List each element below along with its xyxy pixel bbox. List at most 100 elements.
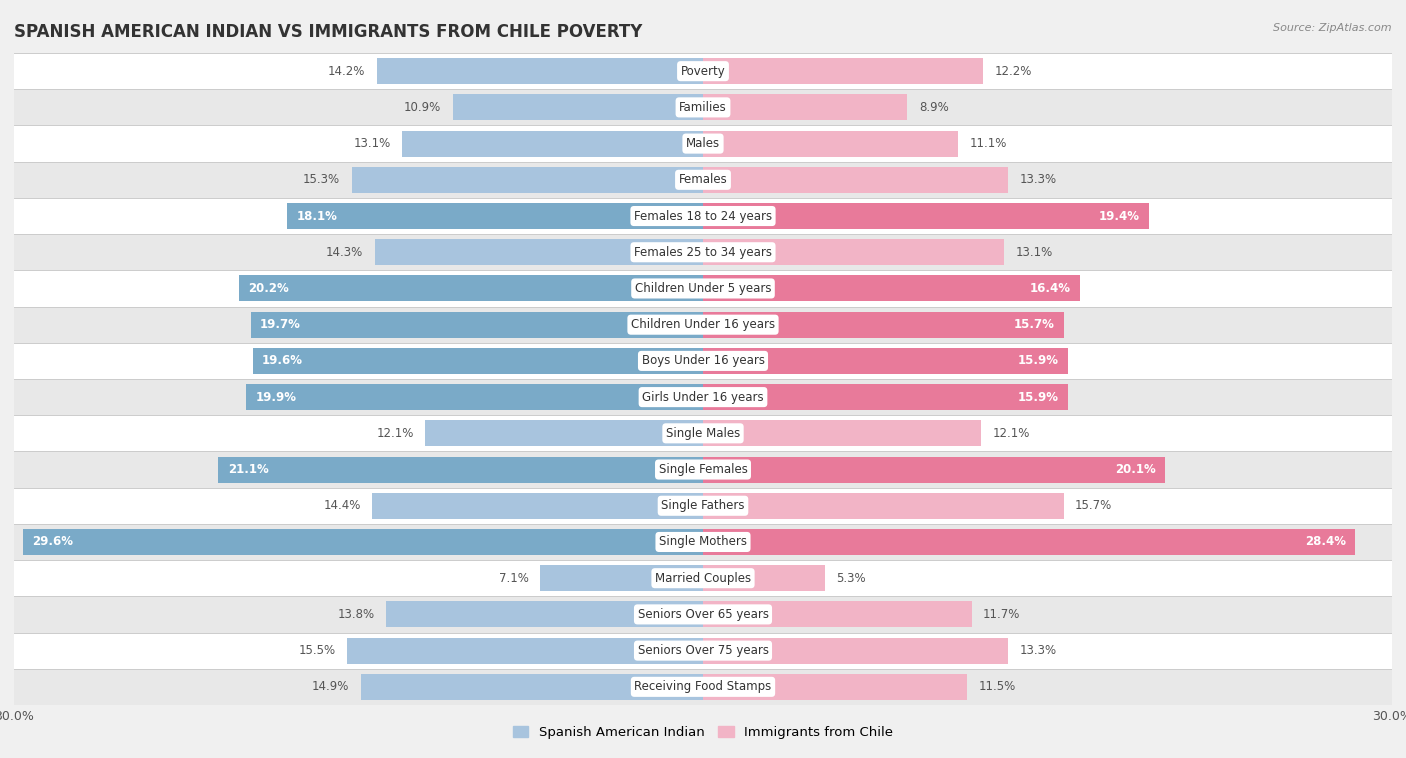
Bar bbox=[14, 126, 1392, 161]
Bar bbox=[14, 234, 1392, 271]
Text: Single Males: Single Males bbox=[666, 427, 740, 440]
Text: 20.1%: 20.1% bbox=[1115, 463, 1156, 476]
Bar bbox=[703, 348, 1069, 374]
Text: 5.3%: 5.3% bbox=[837, 572, 866, 584]
Text: 13.3%: 13.3% bbox=[1019, 644, 1057, 657]
Text: 15.9%: 15.9% bbox=[1018, 355, 1059, 368]
Bar bbox=[250, 312, 703, 338]
Text: 13.8%: 13.8% bbox=[337, 608, 374, 621]
Text: 12.2%: 12.2% bbox=[994, 64, 1032, 77]
Text: 19.7%: 19.7% bbox=[260, 318, 301, 331]
Text: Single Mothers: Single Mothers bbox=[659, 535, 747, 549]
Bar bbox=[14, 379, 1392, 415]
Text: 14.3%: 14.3% bbox=[326, 246, 363, 258]
Text: 28.4%: 28.4% bbox=[1305, 535, 1346, 549]
Bar bbox=[246, 384, 703, 410]
Text: Children Under 16 years: Children Under 16 years bbox=[631, 318, 775, 331]
Bar bbox=[14, 198, 1392, 234]
Bar bbox=[703, 420, 981, 446]
Bar bbox=[14, 415, 1392, 452]
Text: 12.1%: 12.1% bbox=[377, 427, 413, 440]
Bar bbox=[374, 240, 703, 265]
Text: 8.9%: 8.9% bbox=[920, 101, 949, 114]
Text: 15.5%: 15.5% bbox=[298, 644, 336, 657]
Bar bbox=[14, 669, 1392, 705]
Text: Source: ZipAtlas.com: Source: ZipAtlas.com bbox=[1274, 23, 1392, 33]
Text: 11.5%: 11.5% bbox=[979, 681, 1015, 694]
Text: 21.1%: 21.1% bbox=[228, 463, 269, 476]
Text: 11.7%: 11.7% bbox=[983, 608, 1021, 621]
Text: 13.1%: 13.1% bbox=[353, 137, 391, 150]
Bar bbox=[387, 601, 703, 628]
Bar bbox=[24, 529, 703, 555]
Text: Girls Under 16 years: Girls Under 16 years bbox=[643, 390, 763, 403]
Bar bbox=[373, 493, 703, 518]
Bar bbox=[14, 271, 1392, 306]
Bar bbox=[703, 565, 825, 591]
Text: 15.3%: 15.3% bbox=[304, 174, 340, 186]
Bar bbox=[703, 275, 1080, 302]
Bar bbox=[14, 89, 1392, 126]
Bar bbox=[14, 161, 1392, 198]
Text: Single Fathers: Single Fathers bbox=[661, 500, 745, 512]
Bar bbox=[14, 560, 1392, 597]
Bar bbox=[14, 343, 1392, 379]
Bar bbox=[14, 452, 1392, 487]
Text: 29.6%: 29.6% bbox=[32, 535, 73, 549]
Text: 14.9%: 14.9% bbox=[312, 681, 349, 694]
Bar bbox=[253, 348, 703, 374]
Text: 13.3%: 13.3% bbox=[1019, 174, 1057, 186]
Text: 18.1%: 18.1% bbox=[297, 209, 337, 223]
Bar bbox=[352, 167, 703, 193]
Bar bbox=[14, 632, 1392, 669]
Text: Females 25 to 34 years: Females 25 to 34 years bbox=[634, 246, 772, 258]
Bar bbox=[14, 597, 1392, 632]
Bar bbox=[14, 487, 1392, 524]
Bar bbox=[703, 456, 1164, 483]
Bar bbox=[14, 524, 1392, 560]
Text: Families: Families bbox=[679, 101, 727, 114]
Text: Receiving Food Stamps: Receiving Food Stamps bbox=[634, 681, 772, 694]
Text: Seniors Over 65 years: Seniors Over 65 years bbox=[637, 608, 769, 621]
Bar bbox=[703, 637, 1008, 664]
Bar bbox=[703, 529, 1355, 555]
Text: Seniors Over 75 years: Seniors Over 75 years bbox=[637, 644, 769, 657]
Text: 15.7%: 15.7% bbox=[1014, 318, 1054, 331]
Bar bbox=[703, 203, 1149, 229]
Text: Males: Males bbox=[686, 137, 720, 150]
Text: 19.6%: 19.6% bbox=[262, 355, 304, 368]
Legend: Spanish American Indian, Immigrants from Chile: Spanish American Indian, Immigrants from… bbox=[508, 720, 898, 744]
Bar bbox=[703, 674, 967, 700]
Text: 16.4%: 16.4% bbox=[1029, 282, 1070, 295]
Bar bbox=[703, 167, 1008, 193]
Bar bbox=[361, 674, 703, 700]
Text: Married Couples: Married Couples bbox=[655, 572, 751, 584]
Bar bbox=[540, 565, 703, 591]
Text: 19.9%: 19.9% bbox=[256, 390, 297, 403]
Bar bbox=[703, 58, 983, 84]
Text: Females: Females bbox=[679, 174, 727, 186]
Text: 7.1%: 7.1% bbox=[499, 572, 529, 584]
Text: Females 18 to 24 years: Females 18 to 24 years bbox=[634, 209, 772, 223]
Bar bbox=[703, 493, 1063, 518]
Text: 20.2%: 20.2% bbox=[249, 282, 290, 295]
Bar bbox=[453, 94, 703, 121]
Bar bbox=[14, 306, 1392, 343]
Text: 15.9%: 15.9% bbox=[1018, 390, 1059, 403]
Text: Children Under 5 years: Children Under 5 years bbox=[634, 282, 772, 295]
Bar bbox=[287, 203, 703, 229]
Bar bbox=[703, 240, 1004, 265]
Bar bbox=[703, 312, 1063, 338]
Bar bbox=[425, 420, 703, 446]
Bar bbox=[377, 58, 703, 84]
Text: Boys Under 16 years: Boys Under 16 years bbox=[641, 355, 765, 368]
Bar bbox=[703, 130, 957, 157]
Bar bbox=[703, 94, 907, 121]
Bar bbox=[703, 601, 972, 628]
Bar bbox=[14, 53, 1392, 89]
Text: 12.1%: 12.1% bbox=[993, 427, 1029, 440]
Bar bbox=[402, 130, 703, 157]
Bar bbox=[347, 637, 703, 664]
Bar bbox=[703, 384, 1069, 410]
Text: 13.1%: 13.1% bbox=[1015, 246, 1053, 258]
